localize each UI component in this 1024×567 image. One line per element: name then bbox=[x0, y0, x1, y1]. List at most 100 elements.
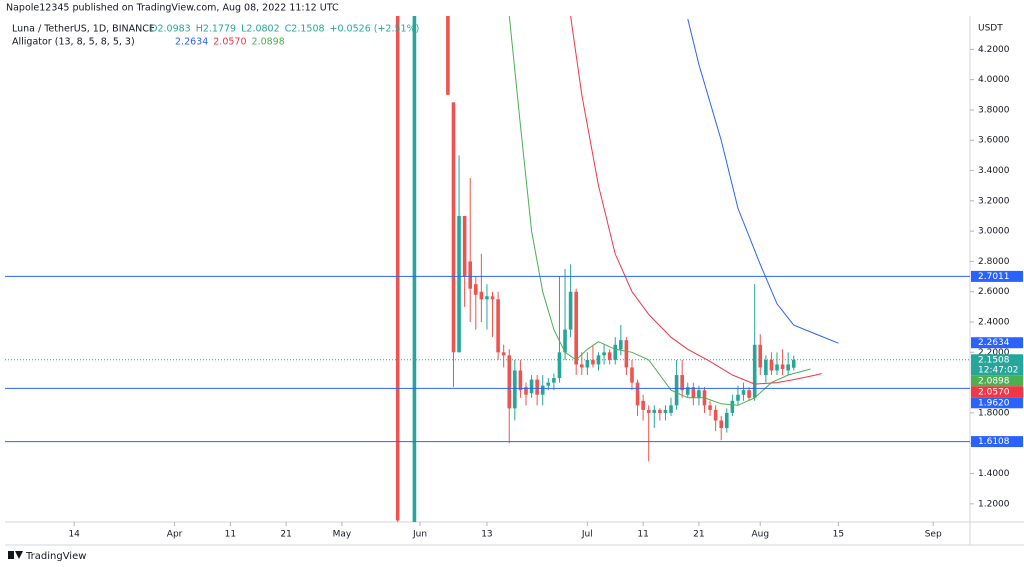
indicator-line bbox=[570, 16, 822, 385]
symbol: Luna / TetherUS, 1D, BINANCE bbox=[12, 24, 155, 35]
candle-body bbox=[697, 390, 701, 398]
candle-body bbox=[724, 412, 729, 429]
candle-body bbox=[451, 102, 456, 353]
indicator-line bbox=[687, 18, 839, 344]
y-tick-label: 1.2000 bbox=[978, 499, 1010, 509]
y-tick-label: 3.8000 bbox=[978, 105, 1010, 115]
price-label-box bbox=[971, 386, 1023, 398]
candle-body bbox=[646, 409, 651, 413]
candle-body bbox=[479, 291, 484, 300]
price-label-box bbox=[971, 270, 1023, 282]
candle-body bbox=[680, 375, 684, 391]
y-tick-label: 4.0000 bbox=[978, 75, 1010, 85]
price-label-box bbox=[971, 397, 1023, 409]
candle-body bbox=[658, 409, 662, 413]
ohlc-value: +0.0526 (+2.51%) bbox=[330, 24, 420, 35]
x-tick-label: 14 bbox=[68, 530, 80, 540]
candle-body bbox=[524, 387, 528, 395]
candle-body bbox=[758, 344, 763, 368]
candle-body bbox=[518, 370, 523, 391]
y-tick-label: 2.6000 bbox=[978, 287, 1010, 297]
candle-body bbox=[613, 344, 618, 360]
x-tick-label: Jul bbox=[581, 530, 593, 540]
footer: TradingView bbox=[25, 551, 86, 562]
candle-body bbox=[412, 16, 417, 522]
candle-body bbox=[485, 296, 489, 300]
y-tick-label: 1.8000 bbox=[978, 408, 1010, 418]
candle-body bbox=[663, 409, 668, 413]
candle-body bbox=[596, 355, 601, 365]
candle-body bbox=[719, 420, 724, 429]
candle-body bbox=[713, 409, 718, 421]
candle-body bbox=[535, 379, 539, 395]
candle-body bbox=[741, 390, 746, 395]
candle-body bbox=[607, 352, 612, 360]
price-label: 2.7011 bbox=[978, 272, 1010, 282]
y-tick-label: 3.2000 bbox=[978, 196, 1010, 206]
x-tick-label: 15 bbox=[833, 530, 844, 540]
candle-body bbox=[591, 359, 595, 365]
candle-body bbox=[752, 344, 757, 398]
countdown: 12:47:02 bbox=[978, 365, 1018, 375]
x-tick-label: 21 bbox=[280, 530, 291, 540]
candle-body bbox=[652, 409, 657, 413]
candle-body bbox=[529, 379, 534, 394]
candle-body bbox=[674, 375, 679, 406]
candle-body bbox=[513, 370, 517, 409]
x-tick-label: 11 bbox=[225, 530, 236, 540]
candle-body bbox=[669, 405, 673, 413]
candle-body bbox=[490, 296, 495, 300]
candle-body bbox=[730, 400, 735, 413]
x-tick-label: Jun bbox=[412, 530, 427, 540]
x-tick-label: Aug bbox=[751, 530, 769, 540]
x-tick-label: 21 bbox=[693, 530, 704, 540]
y-tick-label: 2.4000 bbox=[978, 318, 1010, 328]
candle-body bbox=[546, 382, 551, 386]
candle-body bbox=[496, 299, 500, 353]
candle-body bbox=[552, 378, 556, 383]
candle-body bbox=[602, 352, 606, 356]
x-tick-label: Sep bbox=[925, 530, 942, 540]
y-tick-label: 2.8000 bbox=[978, 257, 1010, 267]
candle-body bbox=[619, 340, 623, 350]
ohlc-value: H2.1779 bbox=[196, 24, 236, 35]
candle-body bbox=[563, 329, 567, 353]
candle-body bbox=[557, 352, 562, 379]
candle-body bbox=[585, 359, 590, 368]
candle-body bbox=[624, 340, 629, 368]
price-label-box bbox=[971, 337, 1023, 349]
candle-body bbox=[791, 359, 796, 368]
y-tick-label: 1.4000 bbox=[978, 469, 1010, 479]
ohlc-value: C2.1508 bbox=[285, 24, 325, 35]
candle-body bbox=[574, 291, 578, 365]
x-tick-label: May bbox=[333, 530, 352, 540]
candle-body bbox=[685, 387, 690, 395]
price-label: 2.0570 bbox=[978, 387, 1010, 397]
price-label-box bbox=[971, 436, 1023, 448]
candle-body bbox=[708, 405, 712, 410]
y-tick-label: 2.2000 bbox=[978, 348, 1010, 358]
candle-body bbox=[786, 364, 790, 371]
price-label: 2.0898 bbox=[978, 376, 1010, 386]
plot bbox=[395, 16, 839, 522]
candle-body bbox=[775, 364, 779, 371]
candle-body bbox=[507, 355, 512, 409]
ohlc-value: L2.0802 bbox=[241, 24, 280, 35]
y-unit: USDT bbox=[978, 24, 1003, 34]
candle-body bbox=[780, 364, 785, 369]
candle-body bbox=[736, 394, 740, 401]
ohlc-value: O2.0983 bbox=[150, 24, 191, 35]
candle-body bbox=[501, 352, 506, 356]
price-label: 2.2634 bbox=[978, 338, 1010, 348]
candle-body bbox=[468, 261, 473, 289]
price-label: 1.6108 bbox=[978, 437, 1010, 447]
candle-body bbox=[641, 400, 645, 410]
x-tick-label: Apr bbox=[167, 530, 183, 540]
x-tick-label: 13 bbox=[481, 530, 492, 540]
indicator-line bbox=[508, 16, 811, 406]
y-tick-label: 4.2000 bbox=[978, 45, 1010, 55]
logo bbox=[8, 551, 23, 559]
price-label: 1.9620 bbox=[978, 398, 1010, 408]
